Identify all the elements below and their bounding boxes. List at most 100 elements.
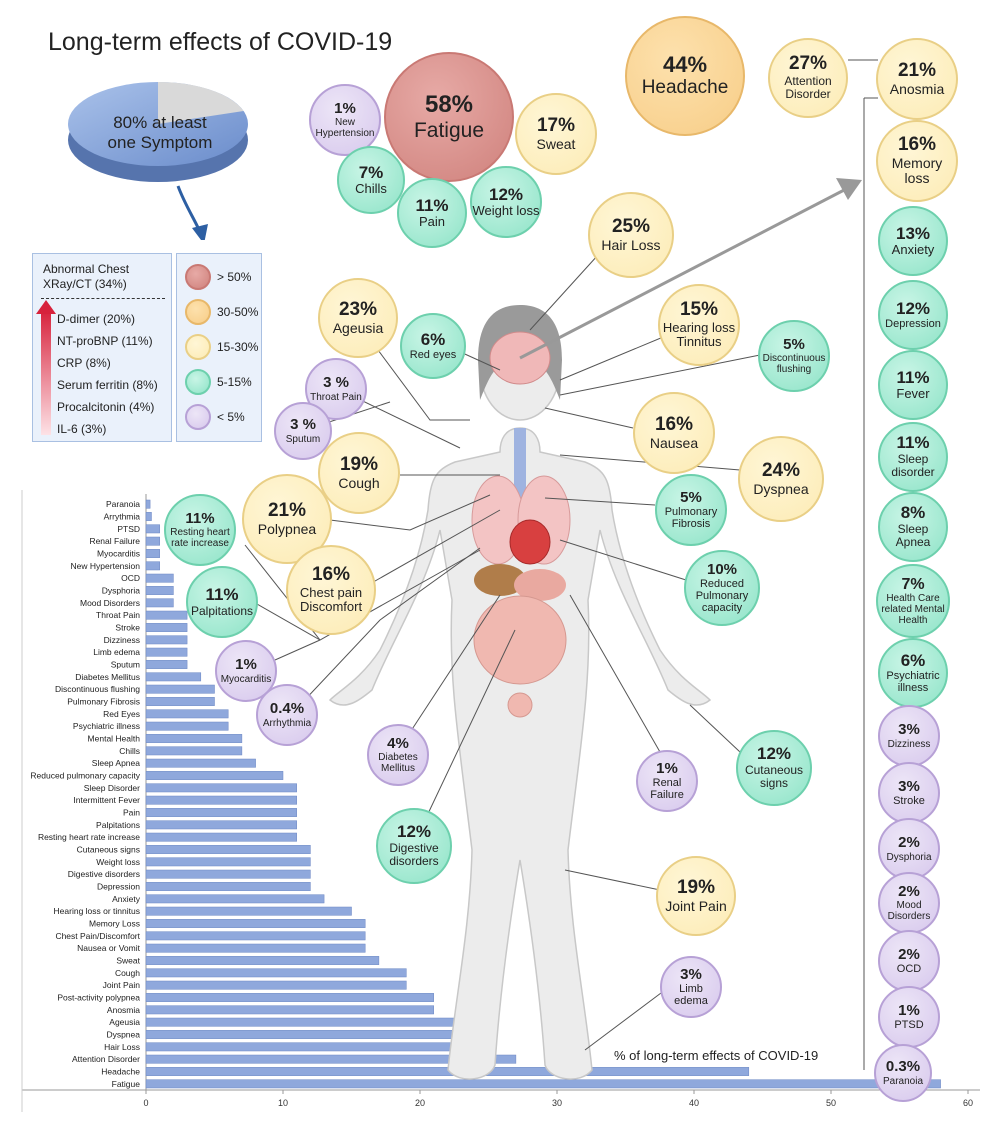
symptom-label: Memory loss [891, 155, 943, 187]
bar [145, 943, 366, 953]
symptom-circle-hair-loss: 25% Hair Loss [588, 192, 674, 278]
bar [145, 869, 311, 879]
symptom-percent: 21% [897, 59, 937, 81]
symptom-circle-cough: 19% Cough [318, 432, 400, 514]
bar [145, 993, 434, 1002]
symptom-label: Fever [896, 386, 930, 402]
symptom-label: PTSD [894, 1019, 924, 1032]
intestines [473, 595, 567, 685]
bar-category-label: Palpitations [96, 820, 140, 830]
symptom-circle-reduced-pulmonary: 10% Reduced Pulmonary capacity [684, 550, 760, 626]
symptom-circle-fever: 11% Fever [878, 350, 948, 420]
bar-category-label: Headache [101, 1067, 140, 1077]
symptom-circle-nausea: 16% Nausea [633, 392, 715, 474]
bar-category-label: Myocarditis [97, 549, 140, 559]
bar [145, 882, 311, 891]
legend-category-label: < 5% [217, 410, 245, 424]
symptom-circle-throat-pain: 3 % Throat Pain [305, 358, 367, 420]
symptom-label: Depression [885, 318, 941, 331]
bar-category-label: Discontinuous flushing [55, 684, 140, 694]
symptom-circle-limb-edema: 3% Limb edema [660, 956, 722, 1018]
bar [145, 746, 243, 756]
bar-category-label: Throat Pain [96, 610, 140, 620]
marker-item: IL-6 (3%) [57, 422, 107, 436]
x-tick-label: 30 [552, 1098, 562, 1108]
bar-category-label: Intermittent Fever [73, 795, 140, 805]
x-tick-label: 60 [963, 1098, 973, 1108]
symptom-circle-headache: 44% Headache [625, 16, 745, 136]
connector [689, 704, 741, 753]
symptom-circle-renal-failure: 1% Renal Failure [636, 750, 698, 812]
bar [145, 919, 366, 928]
bar [145, 832, 297, 842]
bar-category-label: Dysphoria [102, 586, 141, 596]
symptom-percent: 6% [900, 650, 926, 670]
symptom-label: Sleep Apnea [895, 522, 931, 550]
symptom-label: Dizziness [887, 738, 931, 750]
bar-category-label: Limb edema [93, 647, 140, 657]
symptom-percent: 23% [338, 298, 378, 320]
symptom-circle-dysphoria: 2% Dysphoria [878, 818, 940, 880]
bar [145, 586, 174, 595]
symptom-percent: 1% [235, 656, 257, 674]
bar [145, 931, 366, 941]
symptom-circle-joint-pain: 19% Joint Pain [656, 856, 736, 936]
symptom-label: Headache [641, 76, 729, 98]
symptom-percent: 0.3% [885, 1058, 921, 1076]
symptom-circle-fatigue: 58% Fatigue [384, 52, 514, 182]
connector [564, 869, 661, 891]
bar [145, 672, 202, 682]
symptom-label: Dysphoria [886, 851, 932, 863]
symptom-label: Cough [338, 474, 380, 491]
symptom-circle-pulmonary-fibrosis: 5% Pulmonary Fibrosis [655, 474, 727, 546]
symptom-label: Sputum [285, 433, 321, 445]
bar [145, 709, 229, 719]
bar-category-label: Attention Disorder [72, 1054, 140, 1064]
symptom-circle-anxiety: 13% Anxiety [878, 206, 948, 276]
symptom-circle-ageusia: 23% Ageusia [318, 278, 398, 358]
symptom-label: Pain [418, 214, 446, 230]
symptom-percent: 2% [898, 834, 920, 852]
legend-header: Abnormal Chest XRay/CT (34%) [43, 262, 130, 291]
symptom-percent: 24% [761, 459, 801, 481]
bar-category-label: Cutaneous signs [77, 845, 140, 855]
symptom-label: Mood Disorders [887, 900, 931, 923]
symptom-label: Pulmonary Fibrosis [664, 506, 718, 531]
pie-remaining-slice [158, 82, 244, 124]
symptom-circle-psychiatric-illness: 6% Psychiatric illness [878, 638, 948, 708]
chart-title: % of long-term effects of COVID-19 [614, 1048, 819, 1063]
bar [145, 795, 297, 805]
symptom-percent: 12% [488, 184, 524, 204]
marker-item: NT-proBNP (11%) [57, 334, 153, 348]
bar [145, 549, 160, 558]
biomarker-legend: Abnormal Chest XRay/CT (34%) D-dimer (20… [32, 253, 172, 442]
symptom-circle-resting-heart: 11% Resting heart rate increase [164, 494, 236, 566]
bar-category-label: Mood Disorders [80, 598, 140, 608]
symptom-circle-weight-loss: 12% Weight loss [470, 166, 542, 238]
pie-chart [68, 82, 248, 240]
symptom-label: Sweat [536, 135, 576, 152]
legend-swatch [185, 299, 211, 325]
symptom-circle-paranoia: 0.3% Paranoia [874, 1044, 932, 1102]
symptom-label: Psychiatric illness [886, 670, 940, 695]
symptom-label: Hearing loss Tinnitus [662, 320, 736, 350]
x-tick-label: 40 [689, 1098, 699, 1108]
legend-category-label: 5-15% [217, 375, 252, 389]
marker-item: CRP (8%) [57, 356, 111, 370]
bar-category-label: Weight loss [96, 857, 140, 867]
legend-category-label: 15-30% [217, 340, 259, 354]
symptom-percent: 19% [676, 876, 716, 898]
bar [145, 573, 174, 583]
connector [559, 354, 761, 396]
symptom-label: Myocarditis [220, 673, 272, 685]
bar [145, 1079, 941, 1089]
bar-category-label: Dyspnea [106, 1030, 140, 1040]
symptom-label: Dyspnea [753, 480, 809, 497]
bar [145, 968, 407, 978]
symptom-circle-stroke: 3% Stroke [878, 762, 940, 824]
bar-category-label: Psychiatric illness [73, 721, 140, 731]
symptom-percent: 5% [783, 335, 805, 353]
bar [145, 808, 297, 817]
symptom-percent: 12% [756, 744, 792, 764]
